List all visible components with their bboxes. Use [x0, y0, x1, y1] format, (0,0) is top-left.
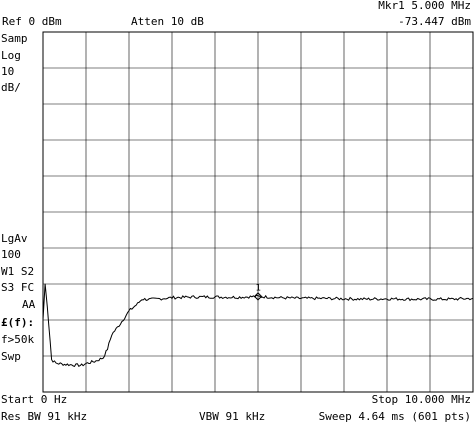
average-count: 100 [1, 248, 21, 261]
correction-threshold: f>50k [1, 333, 35, 346]
marker-number: 1 [256, 283, 261, 293]
correction-function: £(f): [1, 316, 35, 329]
trace-w1-s2: W1 S2 [1, 265, 35, 278]
scale-unit: dB/ [1, 81, 21, 94]
scale-value: 10 [1, 65, 15, 78]
trace-s3-fc: S3 FC [1, 281, 35, 294]
video-bandwidth: VBW 91 kHz [199, 410, 266, 423]
sweep-time: Sweep 4.64 ms (601 pts) [318, 410, 471, 423]
sweep-mode: Swp [1, 350, 21, 363]
reference-level: Ref 0 dBm [2, 15, 62, 28]
attenuation: Atten 10 dB [131, 15, 204, 28]
trace-aa: AA [22, 298, 36, 311]
marker-diamond-icon [253, 292, 263, 301]
graticule [42, 31, 474, 393]
start-frequency: Start 0 Hz [1, 393, 68, 406]
resolution-bandwidth: Res BW 91 kHz [1, 410, 88, 423]
average-mode: LgAv [1, 232, 28, 245]
detector-mode: Samp [1, 32, 28, 45]
marker-frequency: Mkr1 5.000 MHz [378, 0, 471, 12]
marker-1: 1 [253, 283, 263, 301]
marker-amplitude: -73.447 dBm [398, 15, 471, 28]
stop-frequency: Stop 10.000 MHz [371, 393, 471, 406]
scale-type: Log [1, 49, 21, 62]
